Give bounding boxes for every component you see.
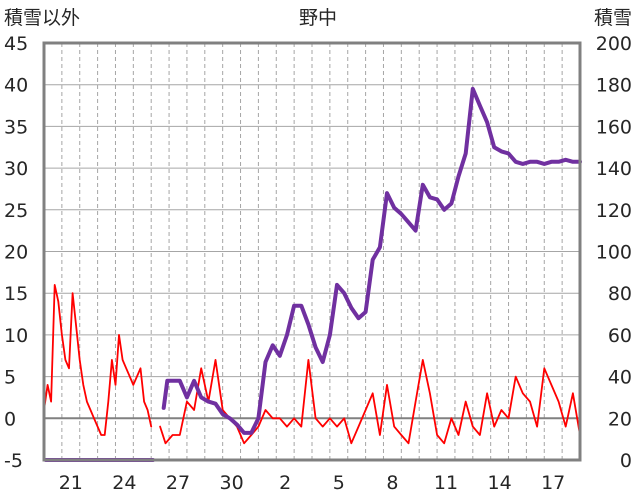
plot-frame [42,41,582,462]
right-tick-label: 20 [608,408,632,430]
x-tick-label: 21 [59,472,83,494]
x-tick-label: 2 [279,472,291,494]
right-tick-label: 0 [620,450,632,472]
x-axis-ticks: 21 24 27 30 2 5 8 11 14 17 [59,472,566,494]
right-tick-label: 120 [596,200,632,222]
left-tick-label: -5 [4,450,23,472]
left-tick-label: 40 [4,75,28,97]
x-tick-label: 17 [541,472,565,494]
x-tick-label: 11 [434,472,458,494]
left-tick-label: 0 [4,408,16,430]
chart-title: 野中 [299,7,337,29]
x-tick-label: 8 [386,472,398,494]
left-tick-label: 35 [4,116,28,138]
left-tick-label: 10 [4,325,28,347]
right-tick-label: 200 [596,33,632,55]
right-axis-label: 積雪 [594,7,632,29]
right-tick-label: 100 [596,242,632,264]
x-tick-label: 27 [166,472,190,494]
x-tick-label: 5 [333,472,345,494]
left-tick-label: 20 [4,242,28,264]
left-axis-label: 積雪以外 [4,7,80,29]
right-tick-label: 180 [596,75,632,97]
snow-depth-series-2 [161,86,582,435]
other-series-0 [43,283,153,436]
left-tick-label: 5 [4,367,16,389]
grid-lines [44,43,580,460]
left-tick-label: 30 [4,158,28,180]
x-tick-label: 14 [488,472,512,494]
right-tick-label: 60 [608,325,632,347]
right-tick-label: 140 [596,158,632,180]
x-tick-label: 30 [220,472,244,494]
left-axis-ticks: 45 40 35 30 25 20 15 10 5 0 -5 [4,33,28,472]
left-tick-label: 45 [4,33,28,55]
left-tick-label: 25 [4,200,28,222]
x-tick-label: 24 [112,472,136,494]
right-tick-label: 40 [608,367,632,389]
left-tick-label: 15 [4,283,28,305]
right-tick-label: 160 [596,116,632,138]
right-tick-label: 80 [608,283,632,305]
